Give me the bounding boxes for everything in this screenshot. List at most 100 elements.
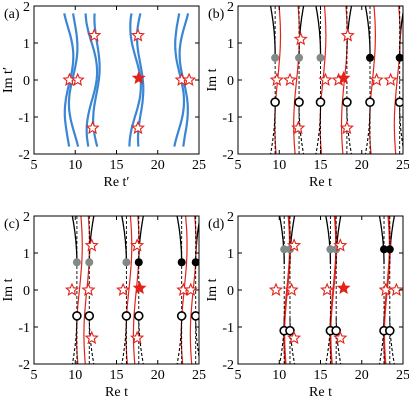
panel-c: 5 10 15 20 25 -2 -1 0 1 2 Re t Im t (c) xyxy=(1,210,206,400)
black-dot xyxy=(385,245,394,254)
dashed-branch-curve xyxy=(176,315,183,364)
y-tick-label: 1 xyxy=(23,37,30,52)
open-circle xyxy=(365,97,375,107)
red-branch-curve xyxy=(393,6,401,154)
open-star xyxy=(130,28,146,42)
x-tick-label: 10 xyxy=(272,368,286,383)
panel-label: (c) xyxy=(4,217,20,232)
open-star xyxy=(64,282,80,297)
open-star xyxy=(130,330,145,345)
y-tick-label: 0 xyxy=(227,284,234,299)
dashed-branch-curve xyxy=(364,105,371,154)
x-tick-label: 5 xyxy=(235,368,242,383)
solid-branch-curve xyxy=(325,216,332,265)
y-tick-label: -1 xyxy=(18,321,30,336)
open-circle xyxy=(315,97,326,107)
y-tick-label: -2 xyxy=(18,148,30,163)
dashed-branch-curve xyxy=(121,315,127,364)
dashed-branch-curve xyxy=(279,315,285,364)
x-tick-label: 15 xyxy=(314,158,328,173)
black-dot xyxy=(395,53,403,62)
open-star xyxy=(70,72,85,87)
solid-branch-curve xyxy=(71,216,78,265)
black-dot xyxy=(191,258,199,267)
plot-frame xyxy=(237,215,404,365)
gray-dot xyxy=(85,258,94,267)
x-tick-label: 15 xyxy=(314,368,328,383)
open-star xyxy=(269,72,284,87)
solid-branch-curve xyxy=(315,6,322,55)
open-star xyxy=(84,238,99,252)
dashed-branch-curve xyxy=(389,315,395,364)
panel-d: 5 10 15 20 25 -2 -1 0 1 2 Re t Im t (d) xyxy=(205,210,409,400)
x-axis-label: Re t xyxy=(105,385,128,400)
open-star xyxy=(340,28,355,42)
black-dot xyxy=(380,245,389,254)
gray-dot xyxy=(316,53,325,62)
open-star xyxy=(320,282,335,297)
open-circle xyxy=(72,311,82,321)
open-circle xyxy=(285,325,295,336)
open-circle xyxy=(84,311,95,321)
y-tick-label: -1 xyxy=(18,111,30,126)
red-branch-curve xyxy=(75,216,83,364)
panel-b: 5 10 15 20 25 -2 -1 0 1 2 Re t Im t (b) xyxy=(205,0,409,190)
open-star xyxy=(369,72,384,87)
open-star xyxy=(116,282,131,297)
panel-label: (d) xyxy=(208,217,225,232)
black-dot xyxy=(177,258,186,267)
y-axis-label: Im t xyxy=(205,68,220,91)
x-axis-label: Re t xyxy=(309,385,332,400)
y-tick-label: -2 xyxy=(222,358,234,373)
x-axis-label: Re t xyxy=(309,175,332,190)
solid-branch-curve xyxy=(364,6,371,55)
filled-star xyxy=(131,70,146,85)
y-tick-label: 1 xyxy=(23,247,30,262)
open-star xyxy=(339,120,354,135)
y-axis-label: Im t xyxy=(1,278,16,301)
solid-branch-curve xyxy=(121,216,128,265)
x-tick-label: 10 xyxy=(68,158,82,173)
gray-dot xyxy=(295,53,304,62)
trajectory-curve xyxy=(84,13,99,147)
open-circle xyxy=(342,97,352,107)
solid-branch-curve xyxy=(378,216,385,265)
y-tick-label: 2 xyxy=(23,210,30,225)
y-axis-label: Im t′ xyxy=(1,67,16,93)
plot-area xyxy=(62,13,197,147)
y-axis-label: Im t xyxy=(205,278,220,301)
panel-label: (a) xyxy=(4,7,20,22)
plot-area xyxy=(269,6,403,154)
plot-frame xyxy=(33,215,200,365)
open-star xyxy=(389,282,403,297)
x-tick-label: 5 xyxy=(31,158,38,173)
dashed-branch-curve xyxy=(378,315,385,364)
y-tick-label: 2 xyxy=(227,0,234,15)
x-tick-label: 15 xyxy=(110,158,124,173)
open-star xyxy=(130,238,145,252)
dashed-branch-curve xyxy=(269,105,276,154)
open-star xyxy=(318,72,333,87)
open-circle xyxy=(121,311,132,321)
open-star xyxy=(383,72,398,87)
x-tick-label: 20 xyxy=(355,158,369,173)
y-tick-label: -2 xyxy=(222,148,234,163)
open-circle xyxy=(384,325,395,336)
open-circle xyxy=(190,311,199,321)
y-tick-label: 2 xyxy=(227,210,234,225)
x-tick-label: 20 xyxy=(355,368,369,383)
solid-branch-curve xyxy=(176,216,183,265)
x-tick-label: 25 xyxy=(396,158,409,173)
open-star xyxy=(293,31,308,46)
dashed-branch-curve xyxy=(325,315,331,364)
red-branch-curve xyxy=(293,6,301,154)
open-star xyxy=(333,238,348,252)
open-star xyxy=(291,120,306,135)
open-star xyxy=(333,330,348,345)
y-tick-label: 0 xyxy=(23,74,30,89)
x-tick-label: 20 xyxy=(151,158,165,173)
red-branch-curve xyxy=(329,216,337,364)
open-star xyxy=(284,282,299,297)
gray-dot xyxy=(326,245,335,254)
